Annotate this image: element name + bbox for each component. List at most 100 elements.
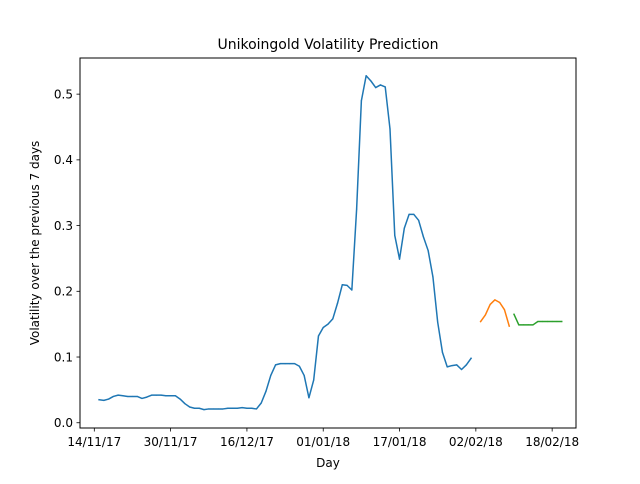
- data-point: [236, 407, 238, 409]
- data-point: [351, 289, 353, 291]
- data-point: [446, 366, 448, 368]
- data-point: [522, 324, 525, 326]
- y-tick-label: 0.1: [54, 350, 73, 364]
- data-point: [289, 363, 291, 365]
- data-point: [422, 236, 424, 238]
- y-tick-label: 0.4: [54, 153, 73, 167]
- plot-area: [80, 58, 576, 428]
- chart-title: Unikoingold Volatility Prediction: [217, 37, 438, 53]
- data-point: [465, 364, 467, 366]
- data-point: [537, 320, 539, 323]
- y-tick-label: 0.0: [54, 416, 73, 430]
- y-axis-label: Volatility over the previous 7 days: [28, 141, 42, 346]
- data-point: [403, 227, 405, 229]
- data-point: [255, 408, 258, 410]
- data-point: [313, 379, 315, 381]
- data-point: [122, 395, 124, 397]
- data-point: [508, 325, 510, 327]
- data-point: [413, 213, 415, 216]
- data-point: [427, 249, 429, 252]
- data-point: [217, 408, 219, 410]
- series-0: [98, 74, 473, 411]
- data-point: [432, 276, 434, 278]
- x-tick-label: 14/11/17: [67, 435, 121, 449]
- data-point: [379, 84, 382, 86]
- data-point: [308, 397, 310, 399]
- data-point: [165, 395, 167, 397]
- data-point: [341, 284, 343, 286]
- data-point: [160, 394, 162, 396]
- x-tick-label: 17/01/18: [373, 435, 427, 449]
- series-layer: [98, 74, 563, 411]
- data-point: [270, 374, 272, 377]
- plot-frame: [79, 57, 577, 429]
- data-point: [480, 320, 482, 323]
- data-point: [174, 395, 176, 397]
- data-point: [179, 398, 181, 400]
- data-point: [246, 407, 248, 409]
- data-point: [251, 407, 253, 409]
- data-point: [389, 128, 391, 130]
- data-point: [327, 323, 329, 325]
- data-point: [470, 357, 472, 359]
- data-point: [232, 407, 234, 409]
- data-point: [155, 394, 157, 396]
- data-point: [556, 320, 558, 323]
- data-point: [375, 86, 377, 89]
- data-point: [451, 364, 453, 367]
- x-tick-label: 18/02/18: [525, 435, 579, 449]
- data-point: [408, 213, 410, 216]
- data-point: [365, 75, 367, 77]
- data-point: [170, 395, 172, 397]
- data-point: [212, 408, 215, 410]
- data-point: [441, 351, 444, 354]
- data-point: [484, 314, 486, 316]
- data-point: [222, 408, 224, 410]
- y-tick-label: 0.2: [54, 285, 73, 299]
- data-point: [241, 407, 243, 409]
- data-point: [489, 303, 491, 306]
- data-point: [227, 407, 229, 409]
- data-point: [189, 406, 191, 408]
- data-point: [141, 397, 143, 400]
- data-point: [532, 324, 534, 326]
- x-tick-label: 16/12/17: [220, 435, 274, 449]
- data-point: [398, 258, 401, 260]
- data-point: [494, 299, 496, 301]
- x-tick-label: 30/11/17: [144, 435, 198, 449]
- data-point: [260, 402, 262, 404]
- data-point: [117, 394, 119, 396]
- data-point: [131, 395, 134, 398]
- data-point: [551, 320, 553, 323]
- data-point: [513, 313, 515, 315]
- data-point: [499, 301, 501, 304]
- data-point: [518, 324, 520, 326]
- data-point: [456, 364, 458, 366]
- y-axis: 0.0 0.1 0.2 0.3 0.4 0.5: [54, 87, 80, 430]
- data-point: [203, 409, 205, 411]
- y-tick-label: 0.3: [54, 219, 73, 233]
- data-point: [356, 208, 358, 210]
- data-point: [503, 309, 506, 311]
- data-point: [193, 407, 196, 409]
- data-point: [370, 80, 372, 82]
- data-point: [460, 368, 463, 371]
- data-point: [265, 390, 267, 392]
- data-point: [127, 395, 129, 398]
- data-point: [146, 396, 148, 398]
- data-point: [103, 399, 105, 401]
- data-point: [279, 363, 281, 365]
- data-point: [136, 395, 138, 398]
- data-point: [542, 320, 544, 323]
- data-point: [332, 318, 334, 320]
- series-2: [513, 313, 563, 326]
- data-point: [98, 399, 100, 401]
- data-point: [322, 326, 324, 329]
- x-tick-label: 01/01/18: [296, 435, 350, 449]
- data-point: [384, 86, 386, 88]
- data-point: [360, 100, 362, 102]
- data-point: [437, 321, 439, 323]
- data-point: [394, 234, 396, 237]
